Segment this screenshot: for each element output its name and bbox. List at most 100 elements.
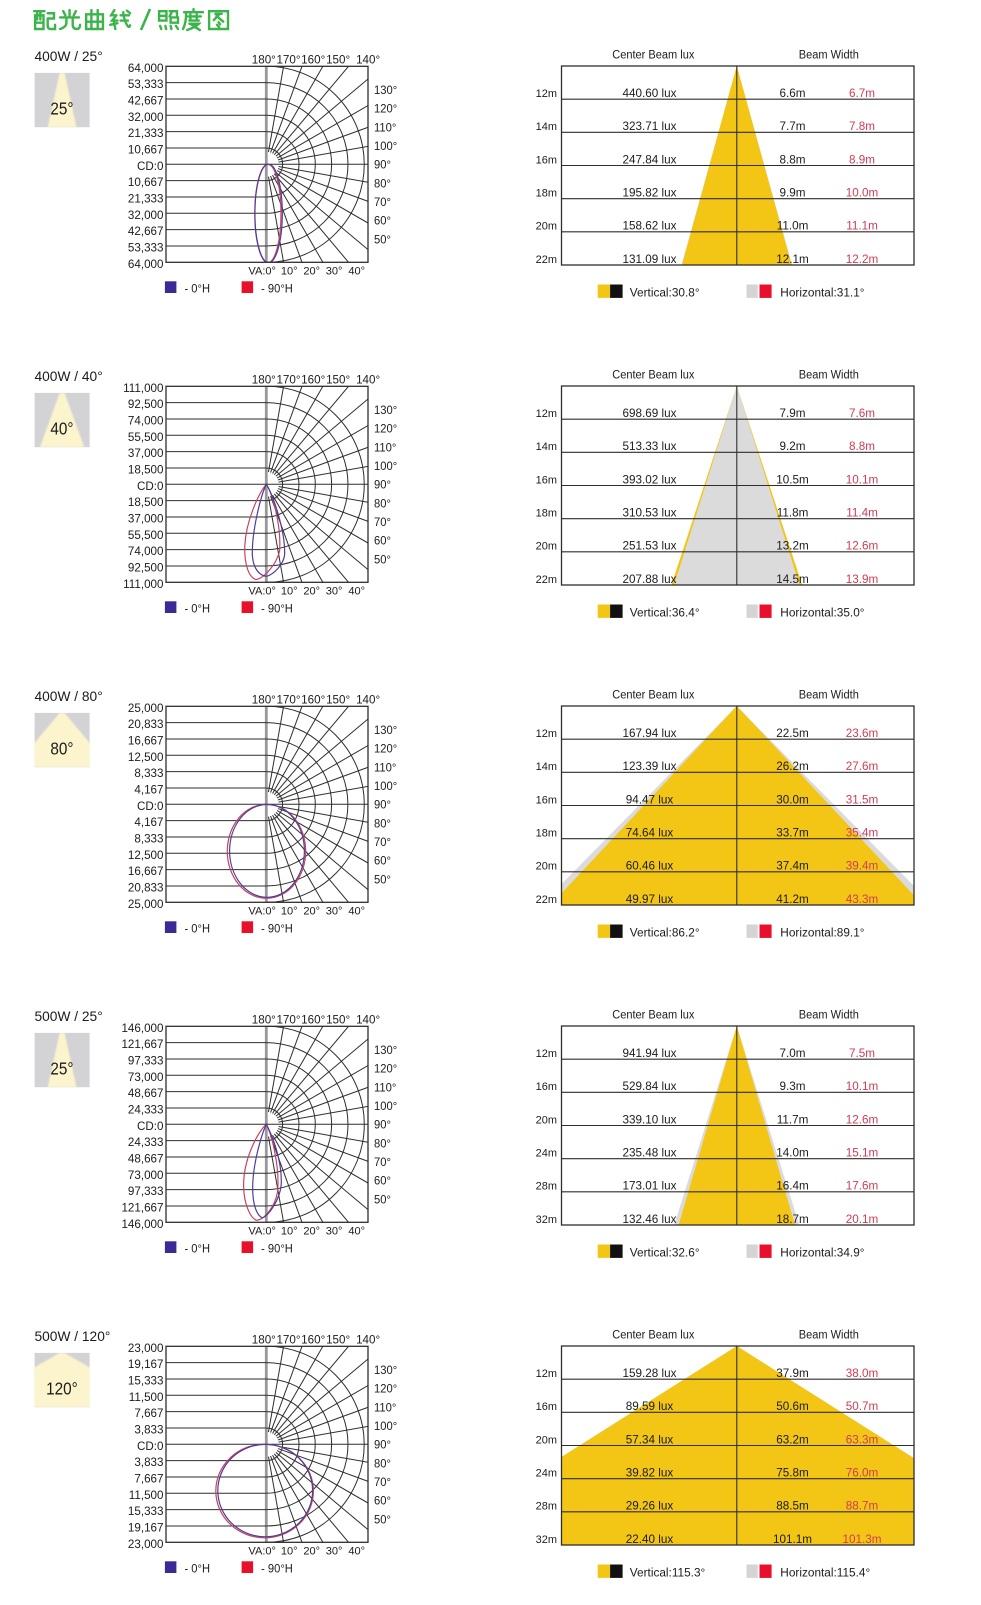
svg-text:VA:0°: VA:0° [248, 906, 276, 918]
svg-text:64,000: 64,000 [128, 257, 164, 271]
svg-text:18m: 18m [536, 187, 557, 199]
svg-text:25,000: 25,000 [128, 701, 164, 715]
svg-text:80°: 80° [374, 498, 391, 510]
svg-text:50.6m: 50.6m [776, 1400, 808, 1413]
svg-text:CD:0: CD:0 [137, 1119, 164, 1133]
svg-text:235.48 lux: 235.48 lux [623, 1147, 677, 1160]
svg-text:- 0°H: - 0°H [185, 283, 211, 295]
svg-text:8.8m: 8.8m [780, 153, 806, 166]
svg-text:170°: 170° [276, 372, 300, 386]
svg-text:160°: 160° [301, 52, 325, 66]
svg-text:170°: 170° [276, 52, 300, 66]
svg-text:22m: 22m [536, 574, 557, 586]
svg-text:28m: 28m [536, 1500, 557, 1512]
svg-text:7.0m: 7.0m [780, 1047, 806, 1060]
svg-text:32,000: 32,000 [128, 208, 164, 222]
svg-text:111,000: 111,000 [123, 381, 164, 395]
svg-text:100°: 100° [374, 141, 397, 153]
svg-text:12,500: 12,500 [128, 750, 164, 764]
svg-text:159.28 lux: 159.28 lux [623, 1367, 677, 1380]
svg-text:16m: 16m [536, 1401, 557, 1413]
svg-text:Center Beam lux: Center Beam lux [612, 49, 694, 61]
svg-text:24m: 24m [536, 1467, 557, 1479]
svg-text:88.5m: 88.5m [776, 1500, 808, 1513]
svg-text:35.4m: 35.4m [846, 827, 878, 840]
svg-text:38.0m: 38.0m [846, 1367, 878, 1380]
svg-text:21,333: 21,333 [128, 191, 164, 205]
svg-text:13.2m: 13.2m [776, 540, 808, 553]
svg-text:140°: 140° [356, 1012, 380, 1026]
svg-text:14.5m: 14.5m [776, 573, 808, 586]
svg-text:30°: 30° [326, 906, 343, 918]
svg-text:- 90°H: - 90°H [261, 1563, 293, 1575]
svg-text:7,667: 7,667 [134, 1406, 163, 1420]
svg-text:24,333: 24,333 [128, 1102, 164, 1116]
svg-text:55,500: 55,500 [128, 430, 164, 444]
svg-text:88.7m: 88.7m [846, 1500, 878, 1513]
svg-text:146,000: 146,000 [121, 1021, 163, 1035]
svg-text:400W / 40°: 400W / 40° [35, 368, 103, 384]
svg-text:32,000: 32,000 [128, 110, 164, 124]
svg-text:9.9m: 9.9m [780, 187, 806, 200]
svg-text:80°: 80° [374, 1458, 391, 1470]
svg-text:20m: 20m [536, 860, 557, 872]
svg-text:Beam Width: Beam Width [799, 369, 859, 381]
svg-text:48,667: 48,667 [128, 1151, 164, 1165]
svg-text:500W / 120°: 500W / 120° [35, 1328, 111, 1344]
svg-text:121,667: 121,667 [121, 1200, 163, 1214]
svg-text:22m: 22m [536, 894, 557, 906]
svg-text:18,500: 18,500 [128, 495, 164, 509]
svg-text:50°: 50° [374, 1194, 391, 1206]
svg-text:180°: 180° [252, 372, 276, 386]
svg-text:37.4m: 37.4m [776, 860, 808, 873]
svg-text:55,500: 55,500 [128, 528, 164, 542]
svg-text:130°: 130° [374, 1045, 397, 1057]
svg-text:130°: 130° [374, 1365, 397, 1377]
svg-text:11,500: 11,500 [129, 1488, 164, 1502]
svg-text:Horizontal:35.0°: Horizontal:35.0° [780, 605, 864, 619]
svg-text:7.8m: 7.8m [849, 120, 875, 133]
svg-text:Horizontal:89.1°: Horizontal:89.1° [780, 925, 864, 939]
svg-text:180°: 180° [252, 692, 276, 706]
svg-text:90°: 90° [374, 1439, 391, 1451]
svg-text:111,000: 111,000 [123, 577, 164, 591]
svg-text:310.53 lux: 310.53 lux [623, 507, 677, 520]
svg-text:10°: 10° [281, 1226, 298, 1238]
svg-text:160°: 160° [301, 1332, 325, 1346]
svg-text:90°: 90° [374, 1119, 391, 1131]
svg-text:22.5m: 22.5m [776, 727, 808, 740]
svg-text:74,000: 74,000 [128, 544, 164, 558]
svg-text:30°: 30° [326, 1226, 343, 1238]
svg-text:- 0°H: - 0°H [185, 1243, 211, 1255]
svg-text:10,667: 10,667 [128, 175, 164, 189]
svg-text:180°: 180° [252, 1332, 276, 1346]
svg-text:101.3m: 101.3m [843, 1533, 882, 1546]
svg-text:9.3m: 9.3m [780, 1080, 806, 1093]
svg-text:11.0m: 11.0m [777, 220, 809, 233]
svg-text:70°: 70° [374, 837, 391, 849]
svg-text:50°: 50° [374, 1514, 391, 1526]
svg-text:12.6m: 12.6m [846, 540, 878, 553]
svg-text:100°: 100° [374, 1101, 397, 1113]
svg-text:48,667: 48,667 [128, 1086, 164, 1100]
svg-text:100°: 100° [374, 781, 397, 793]
svg-text:29.26 lux: 29.26 lux [626, 1500, 674, 1513]
svg-text:VA:0°: VA:0° [248, 1226, 276, 1238]
svg-text:90°: 90° [374, 479, 391, 491]
svg-text:74,000: 74,000 [128, 413, 164, 427]
svg-text:49.97 lux: 49.97 lux [626, 893, 674, 906]
svg-text:26.2m: 26.2m [776, 760, 808, 773]
svg-text:10°: 10° [281, 266, 298, 278]
svg-text:100°: 100° [374, 1421, 397, 1433]
svg-text:16m: 16m [536, 474, 557, 486]
svg-text:50.7m: 50.7m [846, 1400, 878, 1413]
svg-text:130°: 130° [374, 725, 397, 737]
svg-text:440.60 lux: 440.60 lux [623, 87, 677, 100]
svg-text:7.7m: 7.7m [780, 120, 806, 133]
svg-text:30°: 30° [326, 266, 343, 278]
svg-text:60°: 60° [374, 215, 391, 227]
svg-text:10.0m: 10.0m [846, 187, 878, 200]
svg-text:40°: 40° [348, 266, 365, 278]
svg-text:12.1m: 12.1m [776, 253, 808, 266]
svg-text:25°: 25° [50, 1060, 73, 1079]
